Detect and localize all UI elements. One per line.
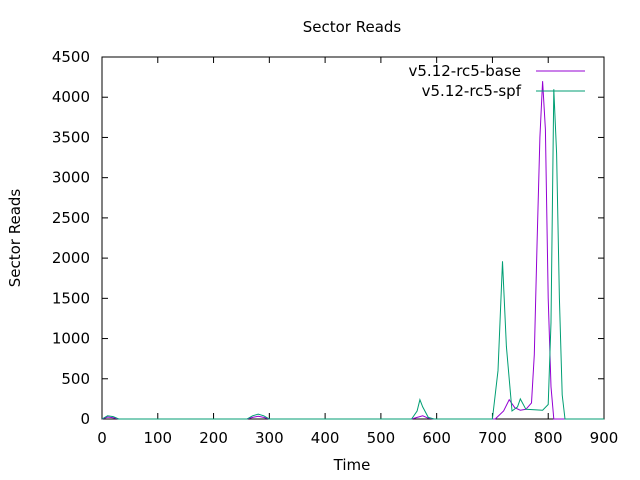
x-tick-label: 900 bbox=[590, 429, 619, 447]
x-tick-label: 0 bbox=[97, 429, 107, 447]
chart-title: Sector Reads bbox=[303, 18, 402, 36]
x-tick-label: 600 bbox=[422, 429, 451, 447]
y-tick-label: 4000 bbox=[52, 88, 90, 106]
series-line-0 bbox=[101, 81, 604, 420]
axis-ticks: 0 100 200 300 400 500 600 700 800 900 0 500 1000 1500… bbox=[52, 48, 619, 447]
x-tick-label: 200 bbox=[199, 429, 228, 447]
y-tick-label: 3500 bbox=[52, 128, 90, 146]
y-axis-label: Sector Reads bbox=[6, 189, 24, 288]
x-tick-label: 700 bbox=[478, 429, 507, 447]
y-tick-label: 1500 bbox=[52, 289, 90, 307]
y-tick-label: 2500 bbox=[52, 209, 90, 227]
x-tick-label: 800 bbox=[534, 429, 563, 447]
series-layer bbox=[101, 81, 604, 420]
y-tick-label: 500 bbox=[61, 370, 90, 388]
legend-label-0: v5.12-rc5-base bbox=[409, 62, 522, 80]
y-tick-label: 1000 bbox=[52, 330, 90, 348]
y-tick-label: 2000 bbox=[52, 249, 90, 267]
y-tick-label: 3000 bbox=[52, 169, 90, 187]
x-tick-label: 100 bbox=[143, 429, 172, 447]
y-tick-label: 0 bbox=[80, 410, 90, 428]
x-tick-label: 400 bbox=[311, 429, 340, 447]
x-tick-label: 500 bbox=[367, 429, 396, 447]
legend-label-1: v5.12-rc5-spf bbox=[422, 82, 522, 100]
series-line-1 bbox=[101, 89, 604, 420]
x-axis-label: Time bbox=[333, 456, 371, 474]
legend: v5.12-rc5-base v5.12-rc5-spf bbox=[409, 62, 585, 100]
y-tick-label: 4500 bbox=[52, 48, 90, 66]
x-tick-label: 300 bbox=[255, 429, 284, 447]
